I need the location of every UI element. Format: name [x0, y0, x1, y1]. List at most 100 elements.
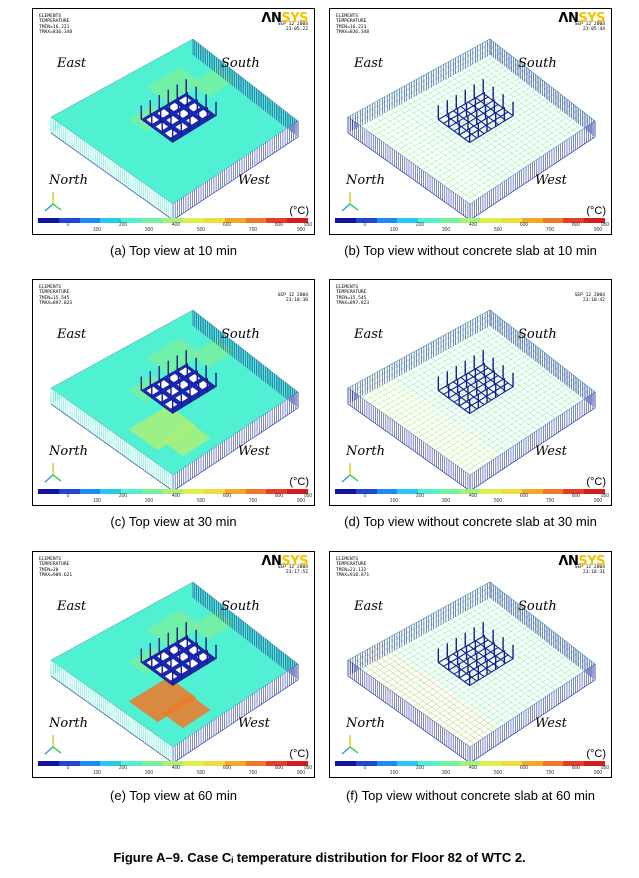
panel-caption-e: (e) Top view at 60 min — [110, 788, 237, 803]
colorbar — [38, 761, 308, 766]
colorbar-tick-label: 600 — [519, 222, 529, 228]
colorbar-tick-label: 300 — [441, 770, 451, 776]
plot-panel-c: ELEMENTS TEMPERATURE TMIN=15.545 TMAX=89… — [32, 279, 315, 506]
direction-label-south: South — [518, 56, 557, 71]
colorbar-swatch — [376, 761, 398, 766]
colorbar-tick-label: 0 — [66, 765, 70, 771]
colorbar-tick-label: 100 — [389, 227, 399, 233]
floor-model-c — [44, 309, 299, 492]
colorbar-swatch — [480, 218, 502, 223]
logo-sys: SYS — [578, 11, 605, 26]
colorbar-tick-label: 200 — [118, 765, 128, 771]
colorbar-swatch — [100, 761, 122, 766]
floor-model-d — [341, 309, 596, 492]
colorbar-swatch — [121, 761, 142, 766]
colorbar-tick-label: 500 — [493, 498, 503, 504]
direction-label-north: North — [346, 173, 386, 188]
colorbar-tick-label: 100 — [92, 227, 102, 233]
colorbar-tick-label: 700 — [545, 227, 555, 233]
colorbar-swatch — [204, 218, 225, 223]
colorbar-tick-label: 300 — [144, 770, 154, 776]
colorbar-tick-label: 700 — [248, 227, 258, 233]
colorbar-tick-label: 400 — [171, 222, 181, 228]
colorbar-tick-label: 400 — [468, 765, 478, 771]
colorbar — [335, 761, 605, 766]
colorbar-swatch — [38, 218, 59, 223]
colorbar-tick-label: 800 — [571, 493, 581, 499]
colorbar-swatch — [335, 761, 356, 766]
direction-label-south: South — [221, 56, 260, 71]
direction-label-east: East — [57, 599, 87, 614]
plot-header: ELEMENTS TEMPERATURE TMIN=16.221 TMAX=83… — [336, 14, 370, 36]
direction-label-west: West — [238, 173, 270, 188]
colorbar — [38, 218, 308, 223]
colorbar-tick-label: 400 — [171, 493, 181, 499]
colorbar-ticks: 0 100 200 300 400 500 600 700 800 900 950 — [33, 222, 314, 234]
colorbar-swatch — [521, 761, 543, 766]
direction-label-east: East — [354, 327, 384, 342]
direction-label-west: West — [238, 444, 270, 459]
colorbar-swatch — [79, 489, 101, 494]
colorbar-unit: (°C) — [289, 748, 309, 760]
colorbar-swatch — [335, 218, 356, 223]
colorbar-tick-label: 500 — [196, 498, 206, 504]
colorbar-tick-label: 500 — [196, 770, 206, 776]
logo-an: ΛN — [558, 554, 579, 569]
colorbar-swatch — [376, 489, 398, 494]
logo-sys: SYS — [281, 554, 308, 569]
colorbar-swatch — [397, 489, 419, 494]
axis-triad-icon — [44, 192, 62, 212]
colorbar-swatch — [183, 489, 205, 494]
plot-panel-d: ELEMENTS TEMPERATURE TMIN=15.545 TMAX=89… — [329, 279, 612, 506]
colorbar-swatch — [459, 218, 481, 223]
colorbar-tick-label: 900 — [593, 227, 603, 233]
colorbar-tick-label: 200 — [118, 222, 128, 228]
colorbar-swatch — [355, 218, 377, 223]
colorbar-swatch — [438, 761, 460, 766]
colorbar-unit: (°C) — [586, 476, 606, 488]
colorbar-swatch — [418, 761, 439, 766]
colorbar-tick-label: 200 — [415, 493, 425, 499]
colorbar-ticks: 0 100 200 300 400 500 600 700 800 900 950 — [330, 493, 611, 505]
colorbar-unit: (°C) — [289, 476, 309, 488]
panel-caption-f: (f) Top view without concrete slab at 60… — [345, 788, 596, 803]
colorbar-tick-label: 700 — [248, 498, 258, 504]
colorbar-swatch — [287, 489, 308, 494]
colorbar-swatch — [355, 761, 377, 766]
colorbar-swatch — [563, 761, 585, 766]
axis-triad-icon — [341, 192, 359, 212]
plot-panel-f: ELEMENTS TEMPERATURE TMIN=21.132 TMAX=91… — [329, 551, 612, 778]
colorbar-tick-label: 700 — [545, 498, 555, 504]
colorbar-tick-label: 300 — [441, 227, 451, 233]
colorbar-swatch — [245, 761, 267, 766]
colorbar-swatch — [418, 489, 439, 494]
colorbar-tick-label: 950 — [600, 222, 610, 228]
panel-caption-c: (c) Top view at 30 min — [110, 514, 237, 529]
colorbar-swatch — [563, 218, 585, 223]
direction-label-west: West — [535, 716, 567, 731]
colorbar-swatch — [287, 218, 308, 223]
colorbar-unit: (°C) — [586, 205, 606, 217]
colorbar-tick-label: 100 — [92, 770, 102, 776]
logo-sys: SYS — [578, 554, 605, 569]
colorbar-swatch — [459, 489, 481, 494]
colorbar-swatch — [141, 489, 163, 494]
colorbar-tick-label: 500 — [493, 770, 503, 776]
colorbar-unit: (°C) — [289, 205, 309, 217]
plot-panel-b: ELEMENTS TEMPERATURE TMIN=16.221 TMAX=83… — [329, 8, 612, 235]
colorbar-tick-label: 950 — [600, 765, 610, 771]
colorbar-swatch — [397, 218, 419, 223]
colorbar-tick-label: 600 — [519, 765, 529, 771]
colorbar-swatch — [266, 489, 288, 494]
colorbar-swatch — [542, 218, 564, 223]
ansys-logo: ΛNSYS — [261, 554, 308, 569]
plot-timestamp: SEP 12 2004 23:05:22 — [277, 22, 308, 33]
plot-panel-e: ELEMENTS TEMPERATURE TMIN=20 TMAX=909.62… — [32, 551, 315, 778]
axis-triad-icon — [341, 463, 359, 483]
direction-label-south: South — [221, 599, 260, 614]
colorbar-tick-label: 600 — [222, 493, 232, 499]
colorbar-ticks: 0 100 200 300 400 500 600 700 800 900 950 — [330, 222, 611, 234]
colorbar-tick-label: 600 — [222, 765, 232, 771]
plot-timestamp: SEP 12 2004 23:10:42 — [574, 293, 605, 304]
colorbar-tick-label: 0 — [66, 222, 70, 228]
